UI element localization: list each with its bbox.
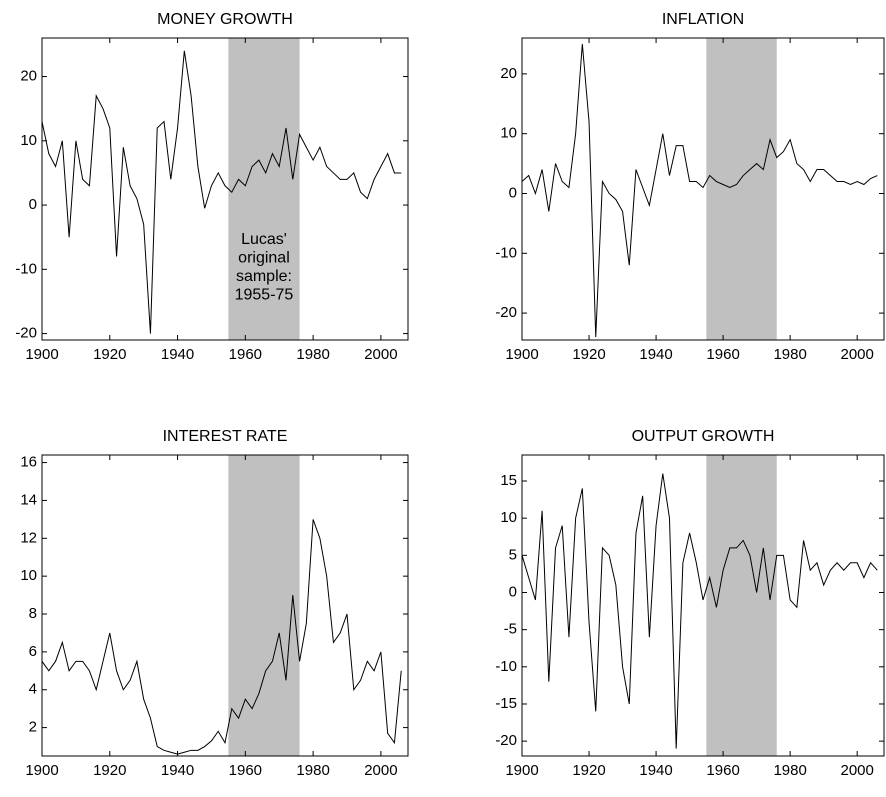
x-tick-label: 1900 [505, 762, 538, 779]
shaded-region [706, 38, 777, 340]
axes-frame [521, 454, 885, 757]
y-tick-label: 2 [29, 719, 37, 736]
chart-title: INFLATION [662, 11, 744, 28]
y-tick-label: 0 [509, 583, 517, 600]
y-tick-label: 6 [29, 643, 37, 660]
y-tick-label: 10 [20, 132, 37, 149]
x-tick-label: 1900 [505, 346, 538, 363]
x-tick-label: 1940 [161, 762, 194, 779]
x-tick-label: 1960 [706, 762, 739, 779]
plot-area [42, 519, 402, 755]
x-tick-label: 1980 [773, 346, 806, 363]
y-tick-label: 20 [20, 68, 37, 85]
x-tick-label: 1940 [161, 346, 194, 363]
axes-frame [41, 37, 409, 341]
y-tick-label: -10 [495, 244, 517, 261]
chart-title: MONEY GROWTH [157, 11, 293, 28]
y-tick-label: 0 [509, 184, 517, 201]
x-tick-label: 1980 [296, 346, 329, 363]
y-tick-label: -10 [15, 260, 37, 277]
y-tick-label: 14 [20, 491, 37, 508]
y-tick-label: 10 [500, 125, 517, 142]
plot-area [522, 43, 878, 338]
x-tick-label: 1920 [572, 346, 605, 363]
y-tick-label: 10 [500, 509, 517, 526]
y-tick-label: 15 [500, 472, 517, 489]
x-tick-label: 1920 [93, 762, 126, 779]
annotation: Lucas' [241, 231, 287, 248]
y-tick-label: -10 [495, 658, 517, 675]
x-tick-label: 1920 [572, 762, 605, 779]
x-tick-label: 1940 [639, 346, 672, 363]
x-tick-label: 1980 [296, 762, 329, 779]
x-tick-label: 1980 [773, 762, 806, 779]
chart-title: OUTPUT GROWTH [632, 428, 775, 445]
y-tick-label: -20 [15, 325, 37, 342]
y-tick-label: -20 [495, 732, 517, 749]
annotation: sample: [236, 268, 292, 285]
data-line [522, 43, 878, 338]
axes-frame [521, 37, 885, 341]
y-tick-label: 16 [20, 454, 37, 471]
y-tick-label: 10 [20, 567, 37, 584]
y-tick-label: 0 [29, 196, 37, 213]
y-tick-label: 4 [29, 681, 37, 698]
y-tick-label: 12 [20, 529, 37, 546]
x-tick-label: 1900 [25, 762, 58, 779]
x-tick-label: 2000 [364, 346, 397, 363]
x-tick-label: 1940 [639, 762, 672, 779]
y-tick-label: -15 [495, 695, 517, 712]
annotation: 1955-75 [235, 287, 294, 304]
x-tick-label: 1920 [93, 346, 126, 363]
plot-area [42, 50, 402, 334]
shaded-region [228, 455, 300, 756]
y-tick-label: 8 [29, 605, 37, 622]
x-tick-label: 2000 [840, 346, 873, 363]
y-tick-label: -20 [495, 304, 517, 321]
axes-frame [41, 454, 409, 757]
x-tick-label: 1960 [229, 762, 262, 779]
annotation: original [238, 250, 290, 267]
y-tick-label: -5 [504, 621, 517, 638]
x-tick-label: 1960 [229, 346, 262, 363]
x-tick-label: 1900 [25, 346, 58, 363]
y-tick-label: 20 [500, 65, 517, 82]
x-tick-label: 2000 [364, 762, 397, 779]
chart-title: INTEREST RATE [163, 428, 288, 445]
data-line [42, 519, 402, 755]
x-tick-label: 2000 [840, 762, 873, 779]
data-line [522, 473, 878, 749]
y-tick-label: 5 [509, 546, 517, 563]
shaded-region [706, 455, 777, 756]
data-line [42, 50, 402, 334]
shaded-region [228, 38, 300, 340]
plot-area [522, 473, 878, 749]
x-tick-label: 1960 [706, 346, 739, 363]
